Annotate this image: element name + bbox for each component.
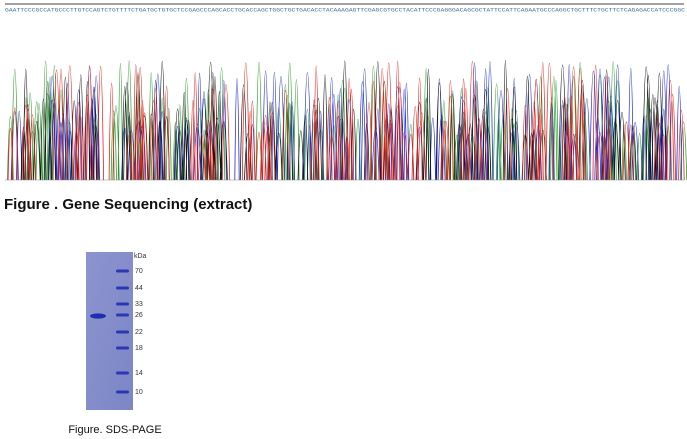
ladder-band <box>116 286 129 290</box>
marker-label: 26 <box>135 312 143 319</box>
ladder-band <box>116 390 129 394</box>
marker-label: 44 <box>135 285 143 292</box>
ladder-band <box>116 269 129 273</box>
figure-caption: Figure. SDS-PAGE <box>68 424 161 436</box>
marker-label: 10 <box>135 389 143 396</box>
ladder: 70 44 33 26 22 18 14 10 <box>116 268 143 396</box>
sequence-text: GAATTCCCGCCATGCCCTTGTCCAGTCTGTTTTCTGATGC… <box>5 6 686 13</box>
marker-label: 18 <box>135 345 143 352</box>
ladder-band <box>116 346 129 350</box>
figure-caption: Figure . Gene Sequencing (extract) <box>4 196 252 213</box>
ladder-band <box>116 302 129 306</box>
chromatogram <box>5 60 687 181</box>
marker-label: 22 <box>135 329 143 336</box>
ladder-band <box>116 371 129 375</box>
marker-label: 33 <box>135 301 143 308</box>
marker-label: 14 <box>135 370 143 377</box>
sample-band <box>90 313 106 319</box>
ladder-band <box>116 313 129 317</box>
trace <box>7 60 685 181</box>
unit-label: kDa <box>134 253 147 260</box>
marker-label: 70 <box>135 268 143 275</box>
ladder-band <box>116 330 129 334</box>
